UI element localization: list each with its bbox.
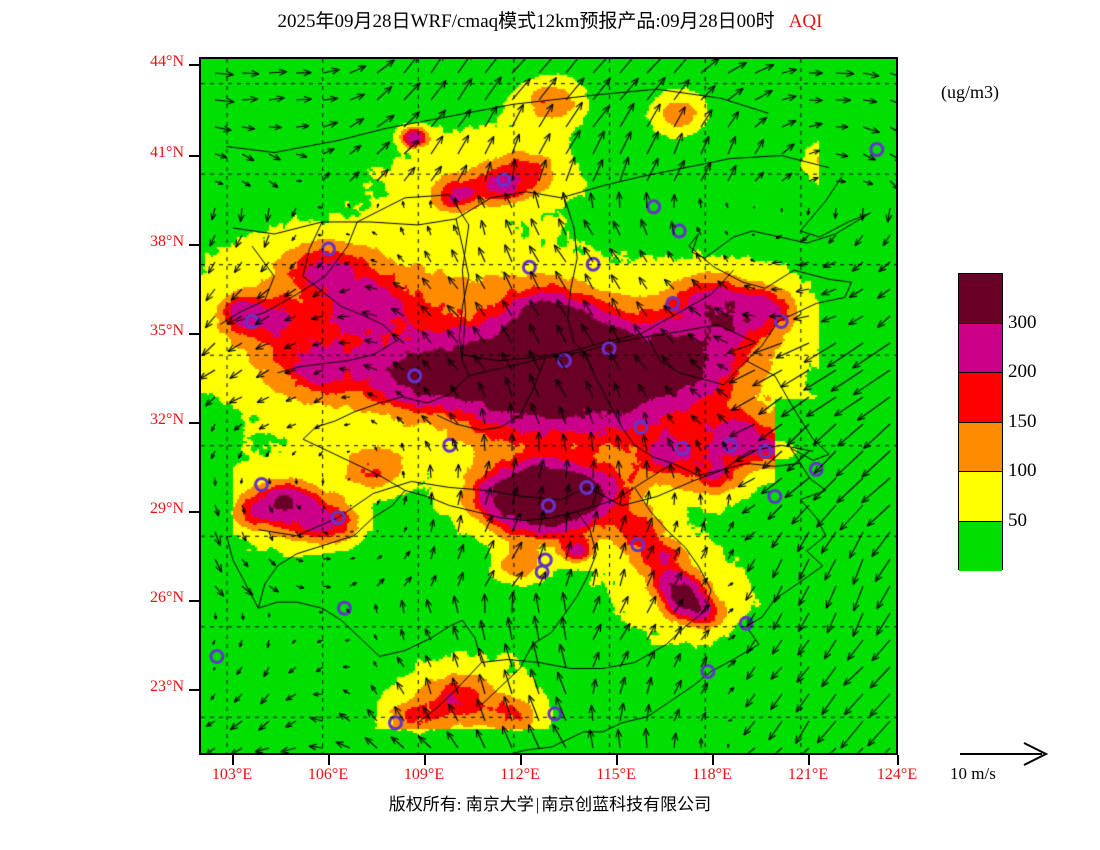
- latitude-tick-label: 26°N: [118, 589, 184, 607]
- latitude-tick-text: 32°N: [150, 411, 184, 428]
- colorbar-band-orange: [959, 422, 1002, 472]
- latitude-tick: [189, 64, 199, 66]
- latitude-tick-text: 35°N: [150, 322, 184, 339]
- footer-company: 南京创蓝科技有限公司: [541, 795, 712, 814]
- longitude-tick: [808, 755, 810, 765]
- latitude-tick-text: 38°N: [150, 233, 184, 250]
- latitude-tick: [189, 689, 199, 691]
- wind-scale-key: 10 m/s: [950, 740, 1080, 790]
- latitude-tick: [189, 422, 199, 424]
- colorbar-tick-label: 100: [1008, 460, 1037, 481]
- copyright-footer: 版权所有: 南京大学 | 南京创蓝科技有限公司: [0, 790, 1100, 815]
- latitude-tick: [189, 155, 199, 157]
- colorbar-band-magenta: [959, 323, 1002, 373]
- colorbar: [958, 273, 1003, 571]
- latitude-tick-label: 29°N: [118, 500, 184, 518]
- colorbar-tick-label: 150: [1008, 410, 1037, 432]
- latitude-tick-text: 41°N: [150, 144, 184, 161]
- longitude-tick-label: 106°E: [307, 766, 349, 783]
- longitude-tick: [232, 755, 234, 765]
- longitude-tick-label: 103°E: [211, 766, 253, 783]
- title-variable: AQI: [788, 11, 823, 32]
- latitude-tick: [189, 600, 199, 602]
- latitude-tick-label: 44°N: [118, 53, 184, 71]
- right-arrow-icon: [960, 742, 1049, 766]
- footer-copyright: 版权所有: 南京大学: [388, 795, 534, 814]
- colorbar-tick-label: 200: [1008, 361, 1037, 382]
- colorbar-band-yellow: [959, 472, 1002, 522]
- latitude-tick-label: 23°N: [118, 678, 184, 696]
- latitude-tick-label: 35°N: [118, 322, 184, 340]
- latitude-tick-text: 29°N: [150, 500, 184, 517]
- longitude-tick-label: 115°E: [596, 766, 636, 783]
- longitude-tick: [897, 755, 899, 765]
- longitude-tick: [520, 755, 522, 765]
- longitude-tick-label: 109°E: [403, 766, 445, 783]
- latitude-tick-text: 23°N: [150, 678, 184, 695]
- longitude-tick: [328, 755, 330, 765]
- latitude-tick: [189, 244, 199, 246]
- colorbar-tick-label: 50: [1008, 509, 1027, 531]
- longitude-tick-label: 124°E: [876, 766, 918, 783]
- longitude-tick-label: 121°E: [787, 766, 829, 783]
- colorbar-band-dark-maroon: [959, 274, 1002, 324]
- longitude-tick: [424, 755, 426, 765]
- latitude-tick-text: 26°N: [150, 589, 184, 606]
- colorbar-tick-label: 300: [1008, 311, 1037, 333]
- latitude-tick-label: 38°N: [118, 233, 184, 251]
- longitude-tick-label: 112°E: [500, 766, 540, 783]
- wind-scale-label: 10 m/s: [950, 764, 996, 783]
- map-plot-area[interactable]: [199, 57, 898, 755]
- title-text: 2025年09月28日WRF/cmaq模式12km预报产品:09月28日00时: [277, 11, 775, 32]
- latitude-tick: [189, 333, 199, 335]
- longitude-tick: [616, 755, 618, 765]
- longitude-tick-label: 118°E: [692, 766, 732, 783]
- longitude-tick: [712, 755, 714, 765]
- latitude-tick-label: 41°N: [118, 144, 184, 162]
- latitude-tick-text: 44°N: [150, 53, 184, 70]
- colorbar-band-green: [959, 521, 1002, 571]
- latitude-tick-label: 32°N: [118, 411, 184, 429]
- latitude-tick: [189, 511, 199, 513]
- units-label: (ug/m3): [941, 82, 999, 102]
- footer-separator: |: [535, 795, 540, 814]
- colorbar-band-red: [959, 373, 1002, 423]
- page-title: 2025年09月28日WRF/cmaq模式12km预报产品:09月28日00时 A…: [0, 6, 1100, 33]
- aqi-heatmap-canvas: [201, 59, 896, 753]
